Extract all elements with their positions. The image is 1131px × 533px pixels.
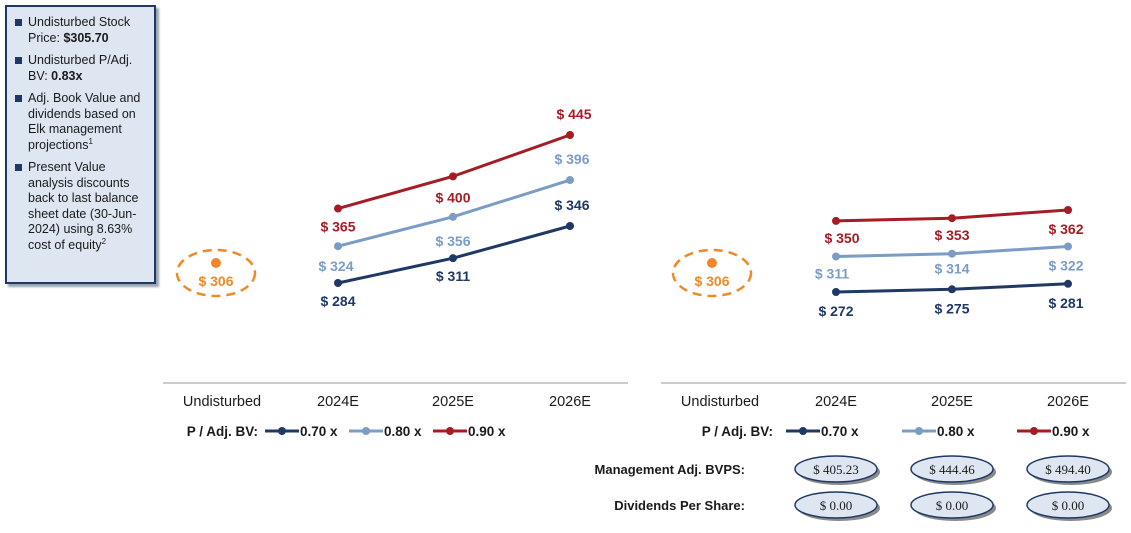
value-pill <box>1026 455 1110 483</box>
data-point <box>1064 242 1072 251</box>
bullet-icon <box>15 19 22 26</box>
note-book-value: Adj. Book Value and dividends based on E… <box>15 91 146 153</box>
value-pill <box>794 491 878 519</box>
value-pill <box>1026 491 1110 519</box>
legend-label: 0.70 x <box>821 424 859 439</box>
note-text: Adj. Book Value and dividends based on E… <box>28 91 141 152</box>
data-label: $ 362 <box>1048 221 1083 237</box>
data-label: $ 445 <box>556 106 591 122</box>
value-pill-text: $ 444.46 <box>929 462 975 477</box>
value-pill-text: $ 0.00 <box>936 498 969 513</box>
data-point <box>334 242 342 251</box>
data-point <box>566 131 574 139</box>
data-point <box>334 279 342 287</box>
data-label: $ 322 <box>1048 257 1083 273</box>
data-point <box>832 216 840 225</box>
data-point <box>334 204 342 213</box>
row-label: Dividends Per Share: <box>614 498 745 513</box>
data-point <box>449 212 457 221</box>
note-text: Present Value analysis discounts back to… <box>28 160 139 252</box>
data-label: $ 284 <box>320 293 355 309</box>
value-pill-text: $ 0.00 <box>820 498 853 513</box>
data-label: $ 356 <box>435 233 470 249</box>
x-tick-label: 2025E <box>432 394 474 410</box>
note-text: Undisturbed Stock Price: <box>28 15 131 45</box>
x-tick-label: 2024E <box>815 394 857 410</box>
data-label: $ 350 <box>824 230 859 246</box>
value-pill-text: $ 405.23 <box>813 462 859 477</box>
bullet-icon <box>15 164 22 171</box>
undisturbed-price-label: $ 306 <box>198 273 233 289</box>
undisturbed-price-ellipse <box>175 248 257 298</box>
footnote-ref: 1 <box>88 136 93 146</box>
legend-swatch-point <box>278 427 286 435</box>
value-pill-text: $ 0.00 <box>1052 498 1085 513</box>
legend-label: 0.90 x <box>1052 424 1090 439</box>
data-point <box>449 172 457 181</box>
value-pill <box>910 455 994 483</box>
note-value: $305.70 <box>63 30 109 45</box>
data-label: $ 314 <box>934 261 969 277</box>
data-label: $ 324 <box>318 258 353 274</box>
note-pbv: Undisturbed P/Adj. BV: 0.83x <box>15 53 146 84</box>
legend-label: 0.90 x <box>468 424 506 439</box>
x-tick-label: 2025E <box>931 394 973 410</box>
footnote-ref: 2 <box>101 236 107 246</box>
legend-label: 0.80 x <box>937 424 975 439</box>
undisturbed-price-point <box>211 258 221 268</box>
legend-swatch-point <box>446 427 454 435</box>
legend-title: P / Adj. BV: <box>702 424 773 439</box>
data-point <box>566 222 574 231</box>
data-label: $ 311 <box>436 268 470 284</box>
legend-swatch-point <box>362 427 370 435</box>
value-pill-text: $ 494.40 <box>1045 462 1091 477</box>
note-text: Undisturbed P/Adj. BV: <box>28 53 133 83</box>
legend-swatch-point <box>1030 427 1038 435</box>
data-label: $ 346 <box>554 197 589 213</box>
data-point <box>832 252 840 261</box>
data-point <box>832 288 840 296</box>
x-tick-label: 2024E <box>317 394 359 410</box>
legend-swatch-point <box>799 427 807 435</box>
bullet-icon <box>15 57 22 64</box>
data-label: $ 281 <box>1048 295 1083 311</box>
x-tick-label: 2026E <box>1047 394 1089 410</box>
row-label: Management Adj. BVPS: <box>595 462 745 477</box>
data-point <box>566 176 574 185</box>
legend-title: P / Adj. BV: <box>187 424 258 439</box>
data-label: $ 400 <box>435 189 470 205</box>
data-label: $ 365 <box>320 219 355 235</box>
data-label: $ 275 <box>934 300 969 316</box>
data-point <box>1064 279 1072 288</box>
data-label: $ 353 <box>934 227 969 243</box>
data-point <box>948 285 956 294</box>
legend-swatch-point <box>915 427 923 435</box>
data-label: $ 396 <box>554 151 589 167</box>
note-value: 0.83x <box>51 68 83 83</box>
bullet-icon <box>15 95 22 102</box>
value-pill <box>794 455 878 483</box>
data-point <box>948 249 956 258</box>
note-present-value: Present Value analysis discounts back to… <box>15 160 146 253</box>
data-label: $ 272 <box>818 303 853 319</box>
value-pill <box>910 491 994 519</box>
x-tick-label: 2026E <box>549 394 591 410</box>
data-label: $ 311 <box>815 265 849 281</box>
assumptions-box: Undisturbed Stock Price: $305.70 Undistu… <box>5 5 156 284</box>
legend-label: 0.80 x <box>384 424 422 439</box>
data-point <box>948 214 956 223</box>
undisturbed-price-point <box>707 258 717 268</box>
note-stock-price: Undisturbed Stock Price: $305.70 <box>15 15 146 46</box>
legend-label: 0.70 x <box>300 424 338 439</box>
x-tick-label: Undisturbed <box>681 394 759 410</box>
undisturbed-price-label: $ 306 <box>694 273 729 289</box>
x-tick-label: Undisturbed <box>183 394 261 410</box>
undisturbed-price-ellipse <box>671 248 753 298</box>
data-point <box>1064 206 1072 214</box>
data-point <box>449 254 457 263</box>
